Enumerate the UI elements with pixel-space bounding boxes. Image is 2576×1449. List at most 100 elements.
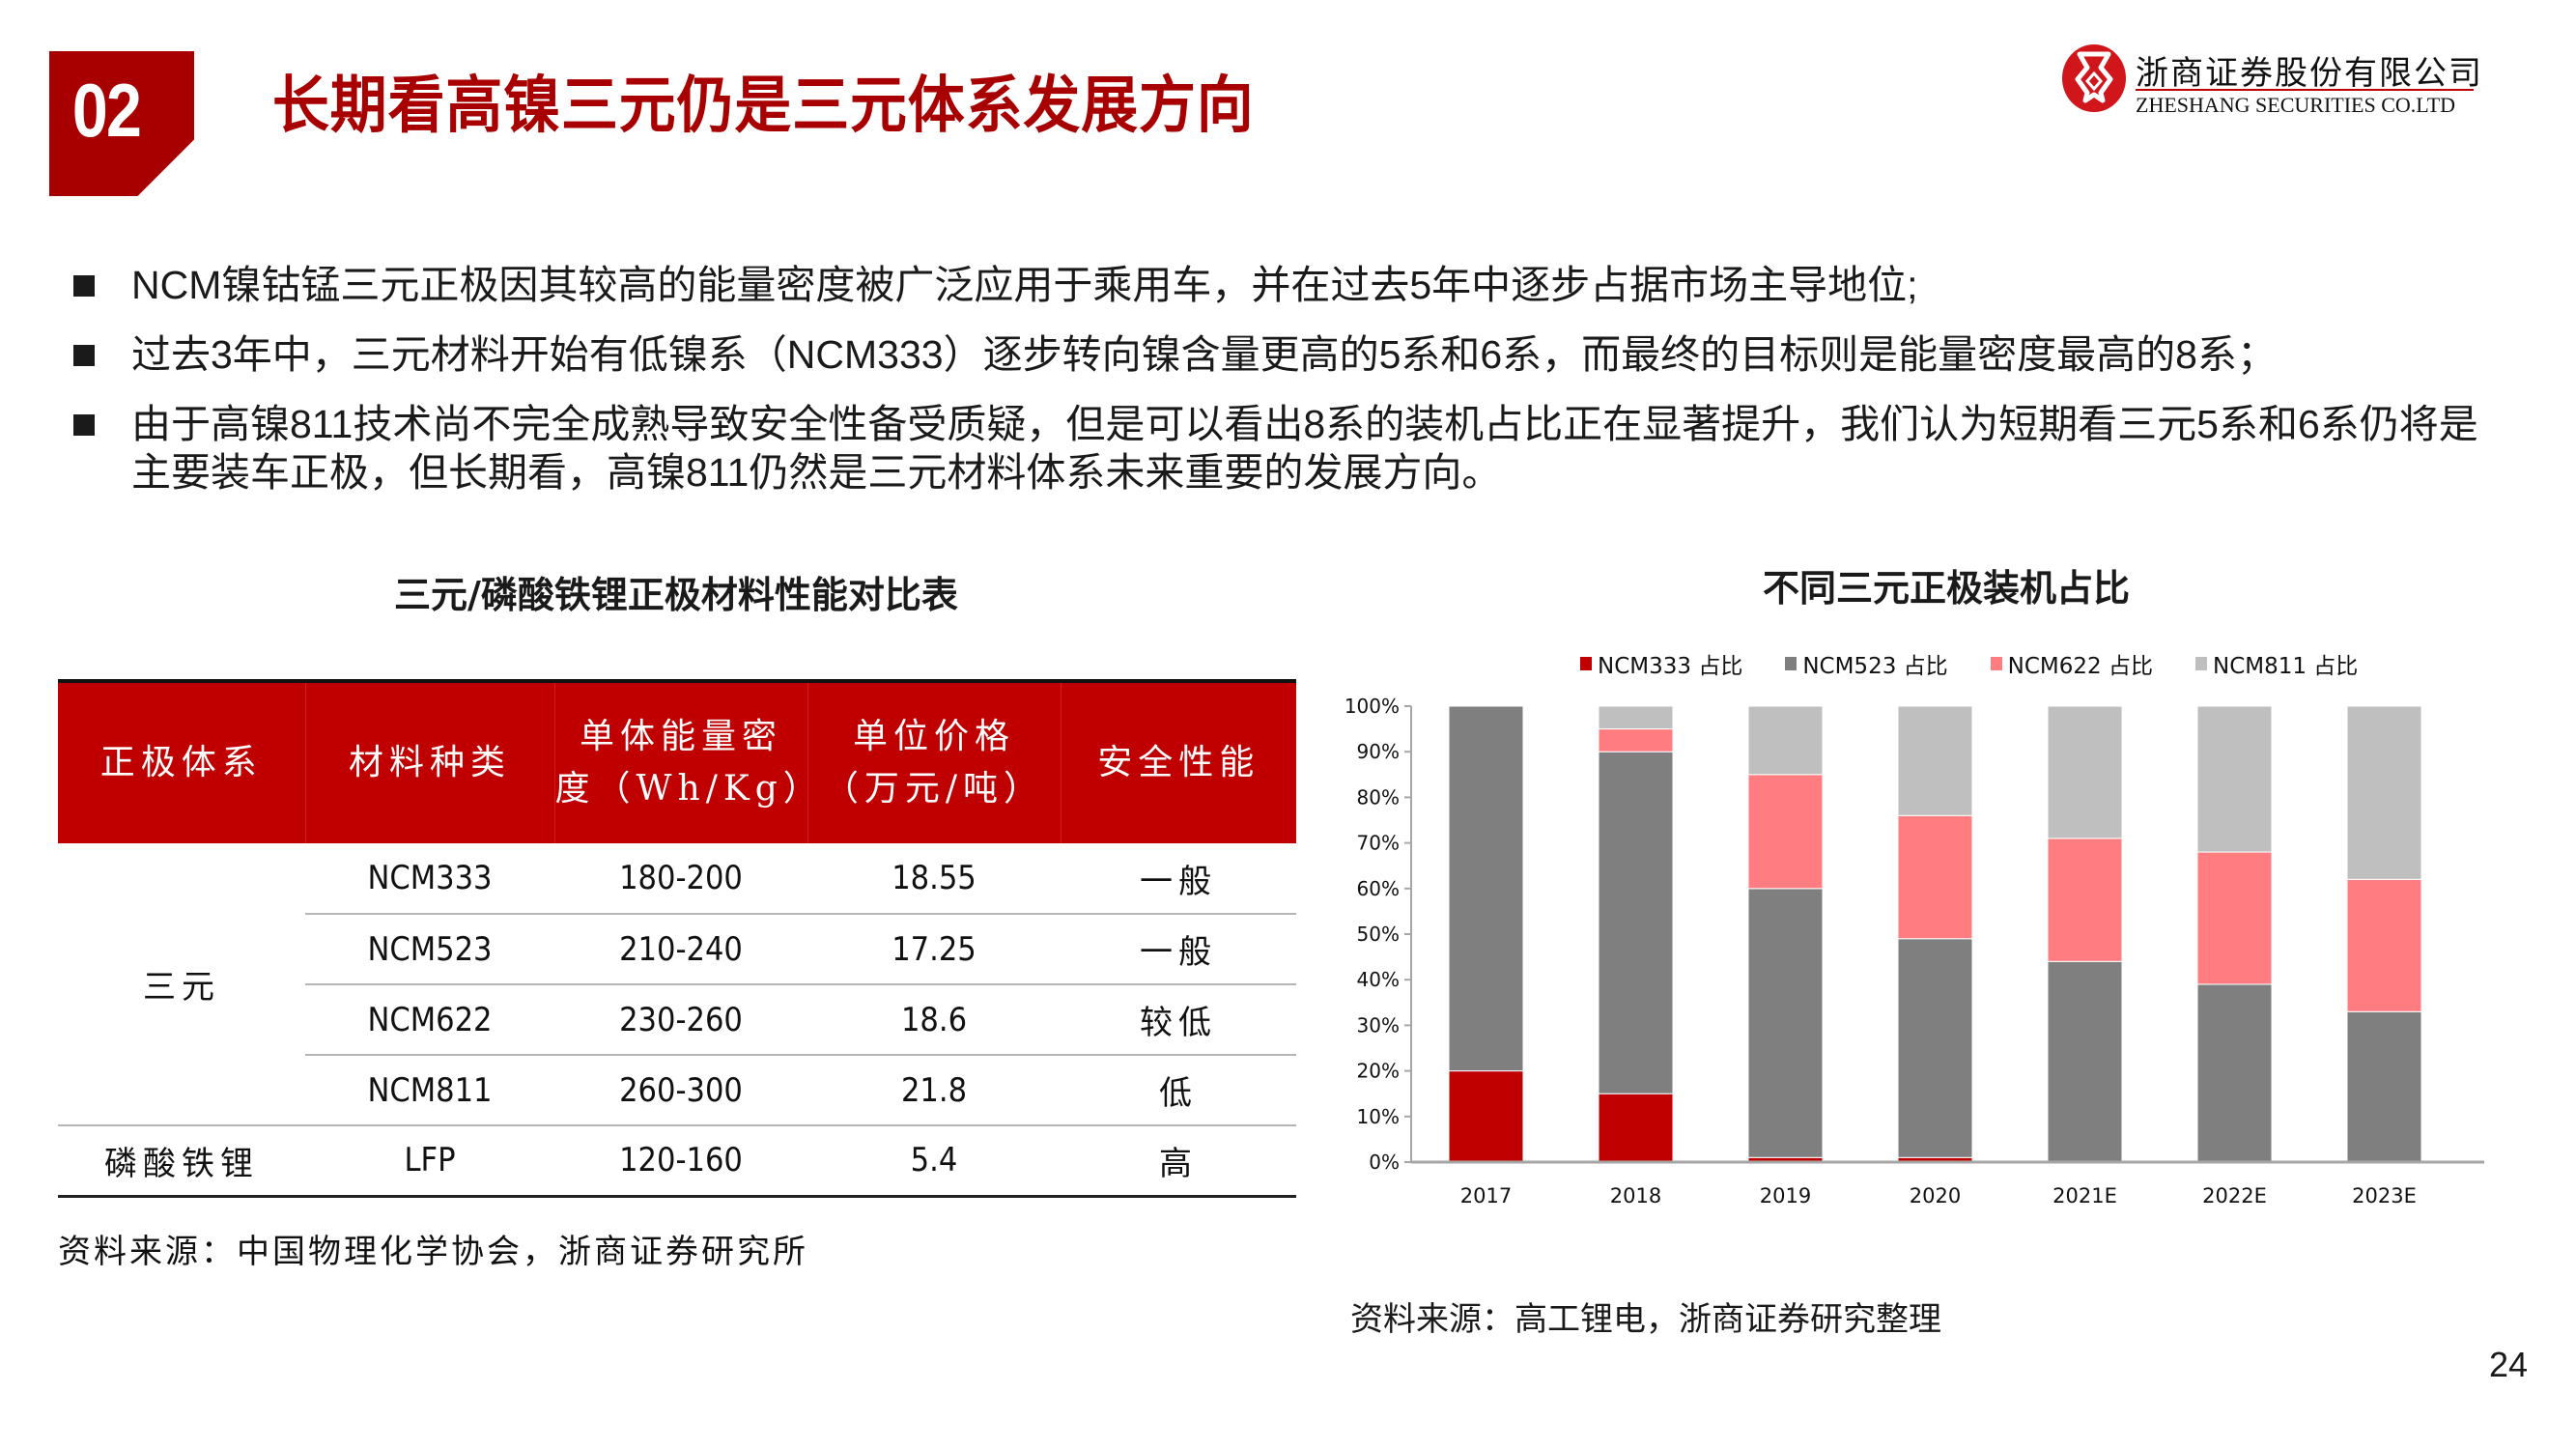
chart-source-note: 资料来源：高工锂电，浙商证券研究整理 xyxy=(1350,1301,1941,1338)
cell-material: NCM811 xyxy=(305,1055,554,1126)
table-row: 三元 NCM333 180-200 18.55 一般 xyxy=(58,843,1296,1126)
cell-energy-density: 210-240 xyxy=(554,914,807,985)
bar-segment xyxy=(1448,705,1524,1072)
y-tick-label: 0% xyxy=(1369,1151,1400,1174)
y-tick-label: 60% xyxy=(1357,877,1400,900)
table-row: 磷酸铁锂 LFP 120-160 5.4 高 xyxy=(58,1125,1296,1198)
cathode-comparison-table: 正极体系 材料种类 单体能量密 度（Wh/Kg） 单位价格 （万元/吨） 安全性能 … xyxy=(58,679,1296,1198)
cell-material: NCM622 xyxy=(305,984,554,1056)
legend-label: NCM523 占比 xyxy=(1802,654,1948,679)
bar-segment xyxy=(2047,705,2123,839)
table-row: NCM523 210-240 17.25 一般 xyxy=(58,914,1296,985)
bar-segment xyxy=(1897,705,1973,816)
cell-price: 21.8 xyxy=(807,1055,1061,1126)
y-tick-label: 30% xyxy=(1357,1013,1400,1037)
cell-price: 18.6 xyxy=(807,984,1061,1056)
bar-segment xyxy=(1897,938,1973,1158)
column-header-energy-density: 单体能量密 度（Wh/Kg） xyxy=(553,681,818,843)
bar-segment xyxy=(2196,983,2273,1163)
logo-divider xyxy=(2136,89,2474,91)
bar-segment xyxy=(1598,728,1674,753)
column-header-material: 材料种类 xyxy=(304,681,554,843)
bullet-square-icon xyxy=(73,414,95,436)
bar-segment xyxy=(2047,838,2123,962)
legend-item: NCM622 占比 xyxy=(1990,647,2153,680)
bar-segment xyxy=(1747,774,1824,890)
x-tick-label: 2019 xyxy=(1760,1184,1811,1208)
cell-energy-density: 230-260 xyxy=(554,984,807,1056)
page-number: 24 xyxy=(2489,1345,2529,1384)
cell-energy-density: 180-200 xyxy=(554,843,807,915)
cell-price: 17.25 xyxy=(807,914,1061,985)
cell-energy-density: 120-160 xyxy=(554,1125,807,1198)
bullet-item: 过去3年中，三元材料开始有低镍系（NCM333）逐步转向镍含量更高的5系和6系，… xyxy=(73,330,2546,379)
legend-swatch-icon xyxy=(1990,657,2002,670)
bar-segment xyxy=(2346,705,2422,880)
bar-segment xyxy=(2047,960,2123,1163)
legend-swatch-icon xyxy=(1785,657,1798,670)
cell-price: 18.55 xyxy=(807,843,1061,915)
zheshang-logo-icon xyxy=(2062,44,2126,112)
cell-safety: 一般 xyxy=(1061,843,1296,915)
y-tick-label: 100% xyxy=(1345,695,1400,718)
legend-label: NCM622 占比 xyxy=(2007,654,2153,679)
x-tick-label: 2018 xyxy=(1610,1184,1661,1208)
column-header-system: 正极体系 xyxy=(58,681,305,843)
table-header-row: 正极体系 材料种类 单体能量密 度（Wh/Kg） 单位价格 （万元/吨） 安全性能 xyxy=(58,681,1296,843)
bar-segment xyxy=(2346,1010,2422,1163)
logo-name-en: ZHESHANG SECURITIES CO.LTD xyxy=(2136,93,2456,117)
bullet-square-icon xyxy=(73,275,95,297)
cell-system: 三元 xyxy=(58,843,305,1126)
bar-segment xyxy=(1598,751,1674,1094)
table-row: NCM811 260-300 21.8 低 xyxy=(58,1055,1296,1126)
bar-segment xyxy=(1747,705,1824,776)
cell-material: NCM523 xyxy=(305,914,554,985)
legend-item: NCM523 占比 xyxy=(1785,647,1948,680)
cell-material: LFP xyxy=(305,1125,554,1198)
bar-segment xyxy=(2346,878,2422,1012)
cell-safety: 较低 xyxy=(1061,984,1296,1056)
cell-energy-density: 260-300 xyxy=(554,1055,807,1126)
bullet-item: NCM镍钴锰三元正极因其较高的能量密度被广泛应用于乘用车，并在过去5年中逐步占据… xyxy=(73,261,2546,309)
logo-name-cn: 浙商证券股份有限公司 xyxy=(2136,54,2483,93)
table-row: NCM622 230-260 18.6 较低 xyxy=(58,984,1296,1056)
x-tick-label: 2017 xyxy=(1460,1184,1512,1208)
stacked-bar-chart: 0% 10% 20% 30% 40% 50% 60% 70% 80% 90% 100% 2017 201… xyxy=(1345,695,2484,1208)
x-tick-label: 2023E xyxy=(2352,1184,2417,1208)
bullet-square-icon xyxy=(73,345,95,366)
cell-price: 5.4 xyxy=(807,1125,1061,1198)
column-header-price: 单位价格 （万元/吨） xyxy=(807,681,1061,843)
legend-label: NCM811 占比 xyxy=(2212,654,2359,679)
x-tick-label: 2022E xyxy=(2202,1184,2267,1208)
legend-item: NCM811 占比 xyxy=(2194,647,2359,680)
bar-segment xyxy=(1598,705,1674,730)
x-tick-label: 2020 xyxy=(1910,1184,1961,1208)
cell-safety: 低 xyxy=(1061,1055,1296,1126)
chart-title: 不同三元正极装机占比 xyxy=(1762,567,2130,610)
page-title: 长期看高镍三元仍是三元体系发展方向 xyxy=(272,71,1255,142)
legend-label: NCM333 占比 xyxy=(1598,654,1743,679)
cell-safety: 高 xyxy=(1061,1125,1296,1198)
y-tick-label: 10% xyxy=(1357,1105,1400,1128)
y-tick-label: 90% xyxy=(1357,740,1400,763)
table-source-note: 资料来源：中国物理化学协会，浙商证券研究所 xyxy=(58,1233,808,1271)
section-number: 02 xyxy=(71,68,142,153)
bar-segment xyxy=(2196,705,2273,853)
bar-segment xyxy=(1448,1070,1524,1163)
bar-segment xyxy=(1598,1093,1674,1163)
column-header-safety: 安全性能 xyxy=(1060,681,1296,843)
bullet-text: 过去3年中，三元材料开始有低镍系（NCM333）逐步转向镍含量更高的5系和6系，… xyxy=(131,332,2277,377)
cell-safety: 一般 xyxy=(1061,914,1296,985)
y-tick-label: 40% xyxy=(1357,968,1400,991)
bar-segment xyxy=(1897,814,1973,940)
bullet-text: 由于高镍811技术尚不完全成熟导致安全性备受质疑，但是可以看出8系的装机占比正在… xyxy=(131,402,2478,495)
y-tick-label: 20% xyxy=(1357,1060,1400,1083)
cell-material: NCM333 xyxy=(305,843,554,915)
bar-segment xyxy=(1747,888,1824,1158)
legend-swatch-icon xyxy=(1580,657,1592,670)
chart-legend: NCM333 占比 NCM523 占比 NCM622 占比 NCM811 占比 xyxy=(1580,647,2358,680)
bar-segment xyxy=(2196,851,2273,985)
x-tick-label: 2021E xyxy=(2052,1184,2117,1208)
legend-item: NCM333 占比 xyxy=(1580,647,1742,680)
bullet-text: NCM镍钴锰三元正极因其较高的能量密度被广泛应用于乘用车，并在过去5年中逐步占据… xyxy=(131,263,1918,307)
